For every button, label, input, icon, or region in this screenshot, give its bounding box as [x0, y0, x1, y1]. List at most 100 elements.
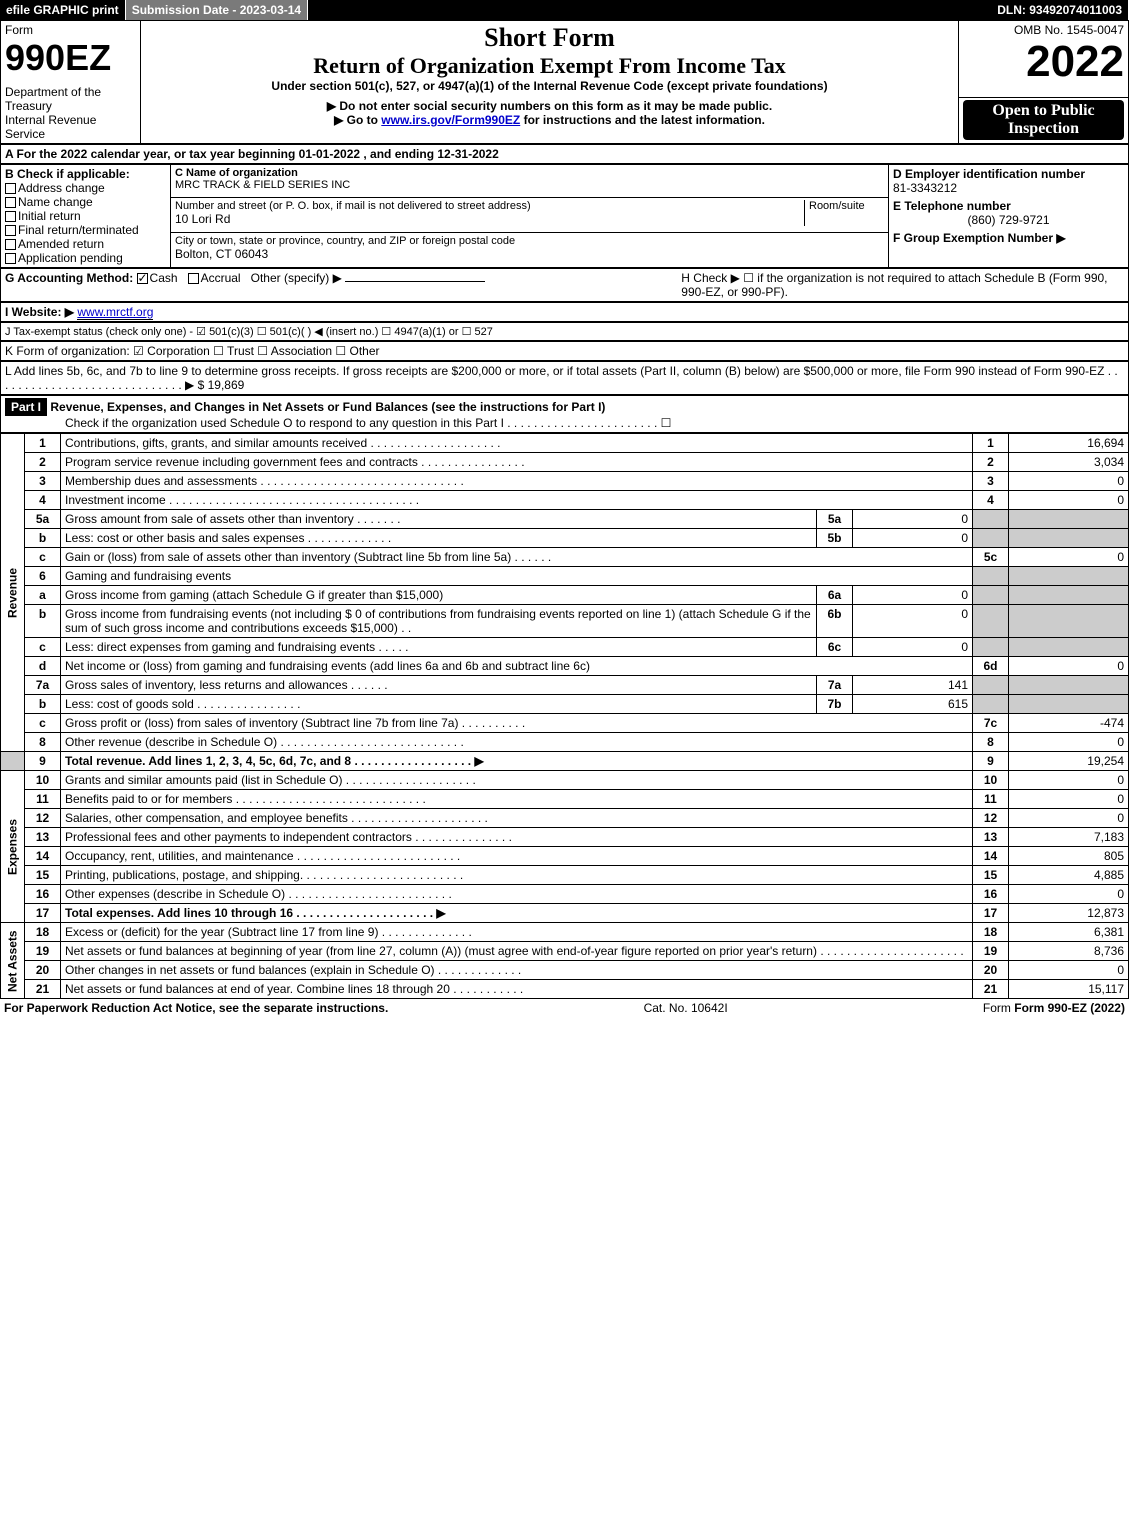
r6c-text: Less: direct expenses from gaming and fu…	[61, 638, 817, 657]
r20-n: 20	[25, 961, 61, 980]
r7b-subbox: 7b	[817, 695, 853, 714]
r13-n: 13	[25, 828, 61, 847]
r8-text: Other revenue (describe in Schedule O) .…	[61, 733, 973, 752]
r4-text: Investment income . . . . . . . . . . . …	[61, 491, 973, 510]
r10-text: Grants and similar amounts paid (list in…	[61, 771, 973, 790]
r6b-subbox: 6b	[817, 605, 853, 638]
street-label: Number and street (or P. O. box, if mail…	[175, 200, 804, 212]
efile-print-label[interactable]: efile GRAPHIC print	[0, 0, 126, 20]
r4-n: 4	[25, 491, 61, 510]
page-footer: For Paperwork Reduction Act Notice, see …	[0, 999, 1129, 1017]
topbar-spacer	[308, 0, 991, 20]
r7a-subbox: 7a	[817, 676, 853, 695]
r8-val: 0	[1009, 733, 1129, 752]
r21-n: 21	[25, 980, 61, 999]
note-no-ssn: ▶ Do not enter social security numbers o…	[145, 99, 954, 113]
r6-gray2	[1009, 567, 1129, 586]
r20-val: 0	[1009, 961, 1129, 980]
part1-header-row: Part I Revenue, Expenses, and Changes in…	[0, 395, 1129, 433]
r6a-subval: 0	[853, 586, 973, 605]
r10-box: 10	[973, 771, 1009, 790]
r6c-subval: 0	[853, 638, 973, 657]
r7b-text: Less: cost of goods sold . . . . . . . .…	[61, 695, 817, 714]
r7c-box: 7c	[973, 714, 1009, 733]
r7c-val: -474	[1009, 714, 1129, 733]
r5b-subval: 0	[853, 529, 973, 548]
chk-accrual[interactable]	[188, 273, 199, 284]
r6c-subbox: 6c	[817, 638, 853, 657]
r2-box: 2	[973, 453, 1009, 472]
r2-text: Program service revenue including govern…	[61, 453, 973, 472]
r16-val: 0	[1009, 885, 1129, 904]
r3-text: Membership dues and assessments . . . . …	[61, 472, 973, 491]
r5a-subbox: 5a	[817, 510, 853, 529]
r7a-gray1	[973, 676, 1009, 695]
r6a-gray2	[1009, 586, 1129, 605]
r6a-n: a	[25, 586, 61, 605]
ein-value: 81-3343212	[893, 181, 1124, 195]
r15-box: 15	[973, 866, 1009, 885]
footer-left: For Paperwork Reduction Act Notice, see …	[4, 1001, 388, 1015]
r6b-subval: 0	[853, 605, 973, 638]
r18-text: Excess or (deficit) for the year (Subtra…	[61, 923, 973, 942]
r6b-gray2	[1009, 605, 1129, 638]
other-specify-line[interactable]	[345, 281, 485, 282]
r11-text: Benefits paid to or for members . . . . …	[61, 790, 973, 809]
chk-address-change[interactable]: Address change	[5, 181, 166, 195]
part1-table: Revenue 1 Contributions, gifts, grants, …	[0, 433, 1129, 999]
line-g-label: G Accounting Method:	[5, 271, 133, 285]
chk-cash[interactable]	[137, 273, 148, 284]
r19-box: 19	[973, 942, 1009, 961]
side-revenue: Revenue	[1, 434, 25, 752]
phone-label: E Telephone number	[893, 199, 1124, 213]
r12-val: 0	[1009, 809, 1129, 828]
chk-initial-return[interactable]: Initial return	[5, 209, 166, 223]
r13-val: 7,183	[1009, 828, 1129, 847]
r12-n: 12	[25, 809, 61, 828]
r5a-n: 5a	[25, 510, 61, 529]
r15-text: Printing, publications, postage, and shi…	[61, 866, 973, 885]
r5c-val: 0	[1009, 548, 1129, 567]
chk-final-return[interactable]: Final return/terminated	[5, 223, 166, 237]
form-label: Form	[5, 23, 136, 37]
line-h: H Check ▶ ☐ if the organization is not r…	[681, 271, 1124, 299]
r14-text: Occupancy, rent, utilities, and maintena…	[61, 847, 973, 866]
r1-box: 1	[973, 434, 1009, 453]
r1-val: 16,694	[1009, 434, 1129, 453]
subtitle: Under section 501(c), 527, or 4947(a)(1)…	[145, 79, 954, 93]
r10-n: 10	[25, 771, 61, 790]
r7a-n: 7a	[25, 676, 61, 695]
line-j: J Tax-exempt status (check only one) - ☑…	[1, 323, 1129, 341]
r6-n: 6	[25, 567, 61, 586]
identity-block: B Check if applicable: Address change Na…	[0, 164, 1129, 268]
section-b-label: B Check if applicable:	[5, 167, 166, 181]
r6d-text: Net income or (loss) from gaming and fun…	[61, 657, 973, 676]
r6a-text: Gross income from gaming (attach Schedul…	[61, 586, 817, 605]
r5c-n: c	[25, 548, 61, 567]
r17-n: 17	[25, 904, 61, 923]
city-value: Bolton, CT 06043	[175, 247, 884, 261]
r19-text: Net assets or fund balances at beginning…	[61, 942, 973, 961]
r6d-box: 6d	[973, 657, 1009, 676]
r11-val: 0	[1009, 790, 1129, 809]
r5c-text: Gain or (loss) from sale of assets other…	[61, 548, 973, 567]
r15-val: 4,885	[1009, 866, 1129, 885]
r18-box: 18	[973, 923, 1009, 942]
r12-box: 12	[973, 809, 1009, 828]
r6-text: Gaming and fundraising events	[61, 567, 973, 586]
r21-text: Net assets or fund balances at end of ye…	[61, 980, 973, 999]
form-number: 990EZ	[5, 37, 136, 79]
website-link[interactable]: www.mrctf.org	[77, 305, 153, 320]
line-l-text: L Add lines 5b, 6c, and 7b to line 9 to …	[5, 364, 1118, 392]
footer-mid: Cat. No. 10642I	[644, 1001, 728, 1015]
r4-box: 4	[973, 491, 1009, 510]
r8-box: 8	[973, 733, 1009, 752]
chk-name-change[interactable]: Name change	[5, 195, 166, 209]
r18-n: 18	[25, 923, 61, 942]
chk-application-pending[interactable]: Application pending	[5, 251, 166, 265]
r6c-gray2	[1009, 638, 1129, 657]
irs-link[interactable]: www.irs.gov/Form990EZ	[381, 113, 520, 127]
chk-amended-return[interactable]: Amended return	[5, 237, 166, 251]
r17-box: 17	[973, 904, 1009, 923]
r8-n: 8	[25, 733, 61, 752]
